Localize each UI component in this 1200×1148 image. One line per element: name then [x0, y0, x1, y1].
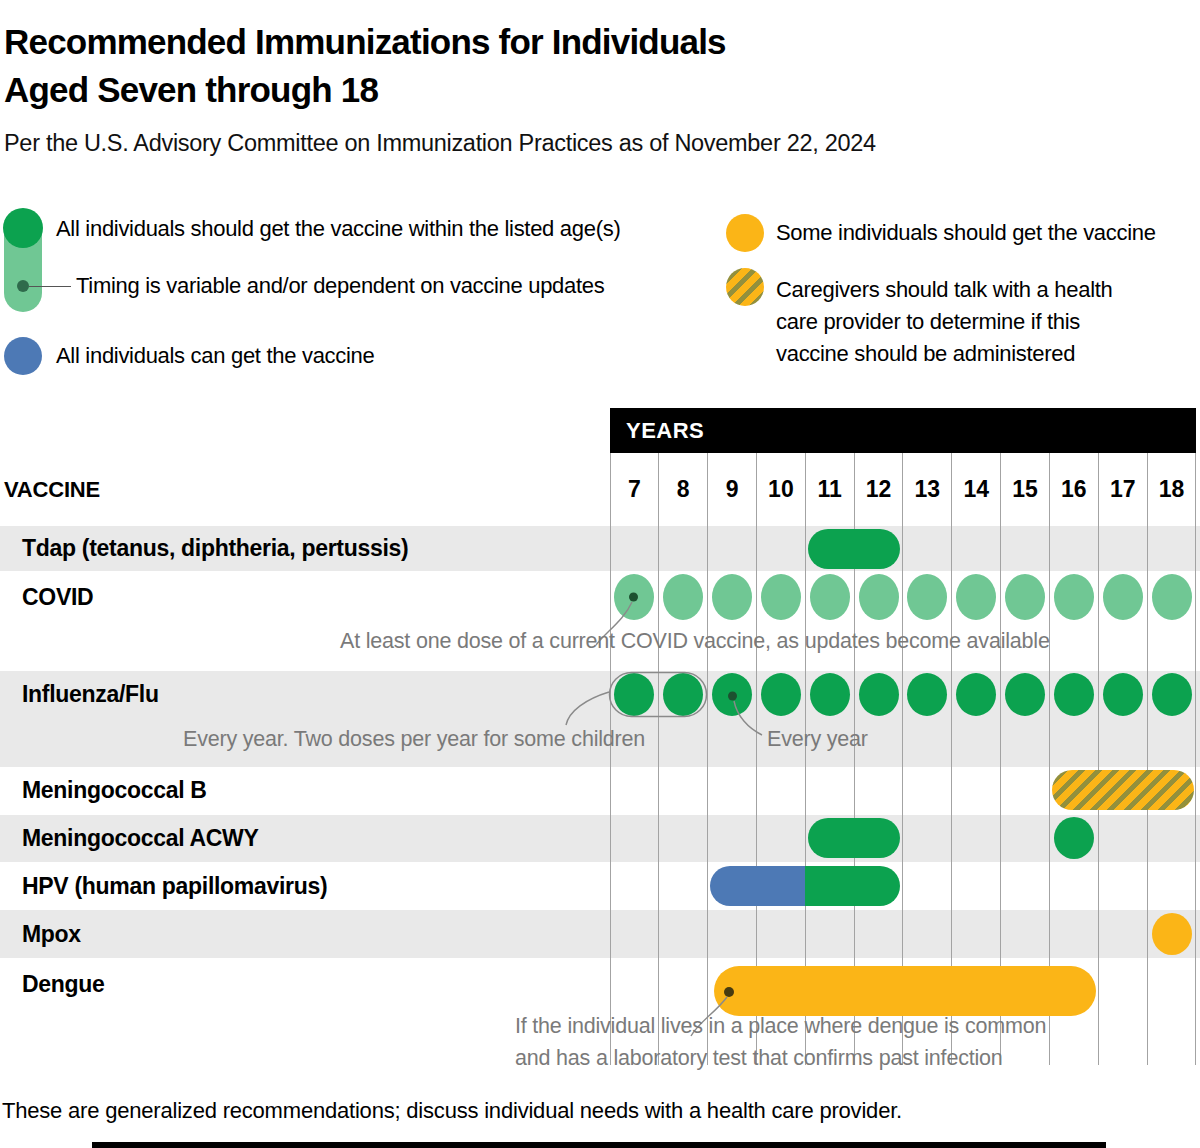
row-label-tdap: Tdap (tetanus, diphtheria, pertussis) [22, 533, 408, 565]
legend-variable-dot-icon [17, 280, 29, 292]
age-header-9: 9 [708, 467, 757, 512]
legend-can-circle-icon [4, 337, 42, 375]
age-header-15: 15 [1001, 467, 1050, 512]
mark-dengue-pill-9-16-some [714, 966, 1096, 1016]
legend-should-label: All individuals should get the vaccine w… [56, 216, 620, 242]
page-subtitle: Per the U.S. Advisory Committee on Immun… [4, 130, 876, 157]
legend-variable-leader-line [29, 286, 71, 288]
legend-caregiver-hatched-circle-icon [726, 268, 764, 306]
mark-flu-dot-7-should [614, 673, 654, 716]
mark-flu-dot-11-should [810, 673, 850, 716]
mark-mpox-dot-18-some [1152, 913, 1192, 955]
mark-covid-dot-15-variable [1005, 574, 1045, 620]
mark-menb-pill-16-18-caregiver [1052, 770, 1194, 810]
mark-covid-dot-13-variable [907, 574, 947, 620]
mark-covid-dot-12-variable [859, 574, 899, 620]
row-label-mpox: Mpox [22, 918, 81, 950]
age-header-8: 8 [659, 467, 708, 512]
gridline-0 [610, 453, 611, 1065]
mark-flu-dot-9-should [712, 673, 752, 716]
row-label-flu: Influenza/Flu [22, 678, 159, 710]
dengue-annotation-line-1: If the individual lives in a place where… [515, 1014, 1046, 1039]
flu-every-year-annotation: Every year [767, 727, 868, 752]
mark-hpv-pill-9-10-can [710, 866, 805, 906]
age-header-11: 11 [805, 467, 854, 512]
mark-tdap-pill-11-12-should [808, 529, 901, 569]
mark-covid-dot-9-variable [712, 574, 752, 620]
title-line-2: Aged Seven through 18 [4, 66, 726, 114]
title-line-1: Recommended Immunizations for Individual… [4, 18, 726, 66]
mark-flu-dot-13-should [907, 673, 947, 716]
gridline-12 [1195, 453, 1196, 1065]
age-header-14: 14 [952, 467, 1001, 512]
row-label-acwy: Meningococcal ACWY [22, 822, 259, 854]
row-label-covid: COVID [22, 581, 93, 613]
age-header-16: 16 [1049, 467, 1098, 512]
age-header-12: 12 [854, 467, 903, 512]
mark-flu-dot-12-should [859, 673, 899, 716]
years-header-bar: YEARS [610, 408, 1196, 453]
row-label-menb: Meningococcal B [22, 774, 207, 806]
legend-variable-label: Timing is variable and/or dependent on v… [76, 273, 604, 299]
row-label-hpv: HPV (human papillomavirus) [22, 870, 327, 902]
page-title: Recommended Immunizations for Individual… [4, 18, 726, 114]
mark-covid-dot-18-variable [1152, 574, 1192, 620]
gridline-1 [658, 453, 659, 1065]
covid-annotation: At least one dose of a current COVID vac… [340, 629, 1050, 654]
mark-acwy-pill-11-12-should [808, 818, 901, 858]
mark-covid-dot-11-variable [810, 574, 850, 620]
age-header-7: 7 [610, 467, 659, 512]
legend-should-circle-icon [3, 208, 43, 248]
legend-some-circle-icon [726, 214, 764, 252]
vaccine-column-header: VACCINE [4, 467, 100, 512]
mark-flu-dot-8-should [663, 673, 703, 716]
mark-flu-dot-15-should [1005, 673, 1045, 716]
legend-some-label: Some individuals should get the vaccine [776, 220, 1156, 246]
gridline-10 [1098, 453, 1099, 1065]
mark-covid-dot-7-variable [614, 574, 654, 620]
legend-can-label: All individuals can get the vaccine [56, 343, 374, 369]
age-header-13: 13 [903, 467, 952, 512]
dengue-annotation-line-2: and has a laboratory test that confirms … [515, 1046, 1003, 1071]
legend-caregiver-label: Caregivers should talk with a health car… [776, 274, 1146, 370]
mark-acwy-dot-16-should [1054, 817, 1094, 859]
age-header-10: 10 [756, 467, 805, 512]
gridline-11 [1147, 453, 1148, 1065]
mark-covid-dot-16-variable [1054, 574, 1094, 620]
footer-disclaimer: These are generalized recommendations; d… [2, 1098, 902, 1124]
cropped-bottom-bar [92, 1142, 1106, 1148]
mark-flu-dot-10-should [761, 673, 801, 716]
mark-flu-dot-17-should [1103, 673, 1143, 716]
age-header-18: 18 [1147, 467, 1196, 512]
immunization-schedule-infographic: Recommended Immunizations for Individual… [0, 0, 1200, 1148]
flu-two-dose-annotation: Every year. Two doses per year for some … [183, 727, 645, 752]
age-header-17: 17 [1098, 467, 1147, 512]
mark-hpv-pill-11-12-should [805, 866, 900, 906]
row-bg-mpox [0, 910, 1200, 958]
mark-covid-dot-10-variable [761, 574, 801, 620]
mark-flu-dot-14-should [956, 673, 996, 716]
mark-flu-dot-16-should [1054, 673, 1094, 716]
row-label-dengue: Dengue [22, 968, 105, 1000]
mark-flu-dot-18-should [1152, 673, 1192, 716]
mark-covid-dot-17-variable [1103, 574, 1143, 620]
gridline-2 [707, 453, 708, 1065]
mark-covid-dot-14-variable [956, 574, 996, 620]
years-header-label: YEARS [610, 418, 704, 444]
mark-covid-dot-8-variable [663, 574, 703, 620]
